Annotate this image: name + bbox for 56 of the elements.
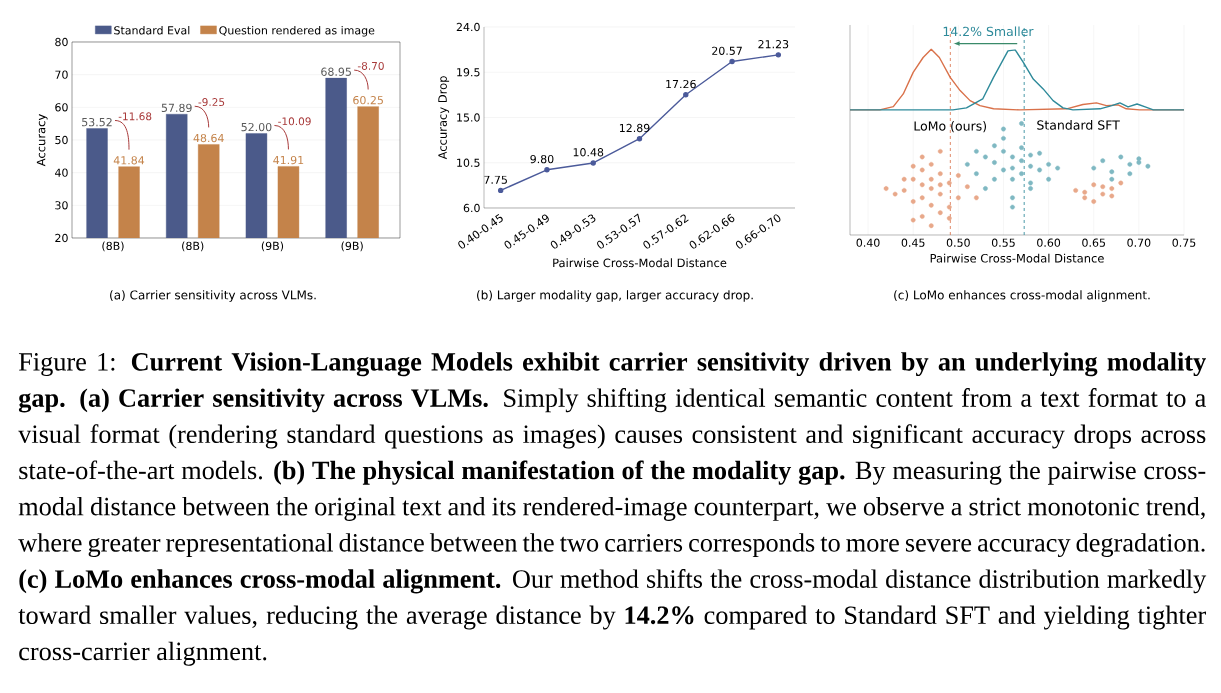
y-tick-label: 80 bbox=[55, 37, 68, 47]
x-axis-title: Pairwise Cross-Modal Distance bbox=[930, 253, 1104, 263]
data-label: 52.00 bbox=[241, 122, 272, 132]
x-tick-label: 0.55 bbox=[991, 238, 1015, 247]
data-label: 41.91 bbox=[273, 155, 304, 165]
data-label: 7.75 bbox=[484, 175, 507, 184]
annotation: -9.25 bbox=[198, 98, 225, 107]
x-tick-label: 0.60 bbox=[1037, 238, 1061, 247]
text: (c) LoMo enhances cross-modal alignment. bbox=[894, 290, 1150, 302]
data-label: 20.57 bbox=[712, 46, 742, 55]
text: (b) Larger modality gap, larger accuracy drop. bbox=[477, 290, 753, 302]
y-tick-label: 70 bbox=[55, 70, 68, 79]
data-label: 41.84 bbox=[113, 156, 145, 165]
y-tick-label: 24.0 bbox=[456, 22, 480, 32]
y-tick-label: 30 bbox=[55, 201, 68, 210]
data-label: 57.89 bbox=[161, 103, 192, 113]
x-tick-label: (8B) bbox=[102, 241, 124, 252]
y-axis-title: Accuracy Drop bbox=[438, 76, 450, 160]
data-label: 68.95 bbox=[321, 67, 351, 76]
data-label: 17.26 bbox=[666, 79, 696, 89]
y-tick-label: 60 bbox=[55, 103, 68, 112]
y-tick-label: 50 bbox=[55, 135, 68, 145]
data-label: 12.89 bbox=[619, 123, 650, 133]
annotation: Standard SFT bbox=[1037, 120, 1120, 130]
x-tick-label: 0.45 bbox=[901, 238, 925, 247]
y-tick-label: 6.0 bbox=[463, 203, 480, 213]
y-tick-label: 10.5 bbox=[457, 158, 480, 167]
y-tick-label: 20 bbox=[55, 233, 68, 243]
y-axis-title: Accuracy bbox=[36, 114, 48, 167]
data-label: 53.52 bbox=[82, 117, 112, 127]
annotation: -8.70 bbox=[357, 61, 384, 70]
x-tick-label: 0.65 bbox=[1082, 238, 1106, 247]
annotation: -11.68 bbox=[118, 112, 152, 121]
y-tick-label: 19.5 bbox=[457, 68, 480, 77]
data-label: 10.48 bbox=[573, 148, 604, 157]
data-label: 9.80 bbox=[530, 154, 554, 164]
legend-label: Question rendered as image bbox=[219, 25, 375, 37]
x-tick-label: (8B) bbox=[182, 241, 204, 252]
x-axis-title: Pairwise Cross-Modal Distance bbox=[553, 258, 727, 268]
y-tick-label: 40 bbox=[55, 168, 68, 177]
x-tick-label: (9B) bbox=[341, 241, 363, 252]
x-tick-label: 0.75 bbox=[1172, 238, 1196, 247]
x-tick-label: (9B) bbox=[261, 241, 284, 252]
text: (a) Carrier sensitivity across VLMs. bbox=[110, 290, 316, 302]
data-label: 21.23 bbox=[758, 40, 789, 49]
legend-label: Standard Eval bbox=[114, 25, 190, 35]
x-tick-label: 0.40 bbox=[856, 238, 880, 247]
annotation: LoMo (ours) bbox=[914, 121, 987, 133]
data-label: 48.64 bbox=[193, 133, 224, 143]
text: 14.2% Smaller bbox=[943, 26, 1034, 37]
data-label: 60.25 bbox=[353, 96, 383, 105]
x-tick-label: 0.50 bbox=[946, 238, 970, 247]
y-tick-label: 15.0 bbox=[457, 113, 480, 122]
x-tick-label: 0.70 bbox=[1127, 238, 1151, 247]
text: Figure 1: Current Vision-Language Models exhibit carrier sensitivity driven by an underlying modality gap. (a) Carrier sensitivity across VLMs. Simply shifting identical semantic content from a text format to a visual format (rendering standard questions as images) causes consistent and significant accuracy drops across state-of-the-art models. (b) The physical manifestation of the modality gap. By measuring the pairwise cross-modal distance between the original text and its rendered-image counterpart, we observe a strict monotonic trend, where greater representational distance between the two carriers corresponds to more severe accuracy degradation. (c) LoMo enhances cross-modal alignment. Our method shifts the cross-modal distance distribution markedly toward smaller values, reducing the average distance by 14.2% compared to Standard SFT and yielding tighter cross-carrier alignment. bbox=[18, 352, 1207, 666]
annotation: -10.09 bbox=[278, 117, 311, 126]
